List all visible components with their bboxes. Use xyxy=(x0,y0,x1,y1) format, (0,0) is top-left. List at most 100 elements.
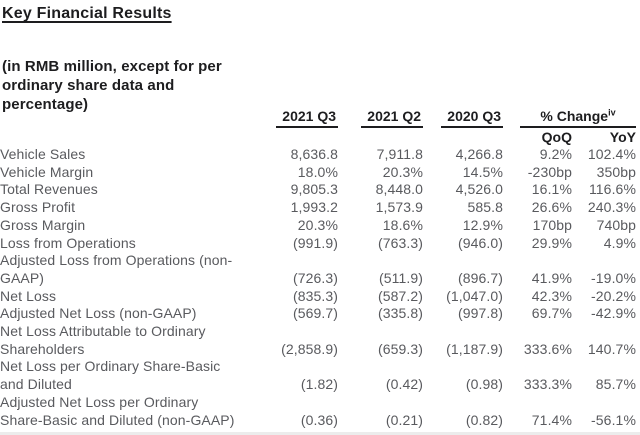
cell-c2: 20.3% xyxy=(382,163,423,180)
bottom-edge-strip xyxy=(0,432,640,435)
header-spacer xyxy=(0,106,268,128)
cell-c3: 585.8 xyxy=(467,199,503,216)
cell-c2: (587.2) xyxy=(377,287,423,304)
row-label: Adjusted Net Loss (non-GAAP) xyxy=(0,305,197,322)
cell-c3: (0.98) xyxy=(465,376,503,393)
row-label: Loss from Operations xyxy=(0,234,136,251)
cell-c1: (569.7) xyxy=(292,305,338,322)
row-label: Vehicle Margin xyxy=(0,163,94,180)
column-header-2020-q3: 2020 Q3 xyxy=(423,106,503,128)
cell-yoy: 740bp xyxy=(596,216,636,233)
cell-c2: (335.8) xyxy=(377,305,423,322)
cell-qoq: 170bp xyxy=(532,216,572,233)
page-title: Key Financial Results xyxy=(2,5,172,22)
cell-c1: 18.0% xyxy=(297,163,338,180)
table-row: Gross Margin 20.3% 18.6% 12.9% 170bp 740bp xyxy=(0,217,636,235)
cell-qoq: 29.9% xyxy=(531,234,572,251)
cell-yoy: -19.0% xyxy=(591,269,636,286)
cell-c1: (2,858.9) xyxy=(281,340,338,357)
cell-yoy: 116.6% xyxy=(588,181,636,198)
cell-qoq: -230bp xyxy=(527,163,572,180)
cell-yoy: 140.7% xyxy=(587,340,636,357)
cell-yoy: -20.2% xyxy=(591,287,636,304)
cell-c3: (1,047.0) xyxy=(446,287,503,304)
column-header-yoy: YoY xyxy=(609,129,636,145)
table-header-row-periods: 2021 Q3 2021 Q2 2020 Q3 % Changeiv xyxy=(0,106,636,128)
cell-c2: 18.6% xyxy=(382,216,423,233)
cell-qoq: 71.4% xyxy=(531,411,572,428)
cell-qoq: 41.9% xyxy=(531,269,572,286)
row-label: Net Loss per Ordinary Share-Basic and Di… xyxy=(0,358,221,393)
header-spacer xyxy=(268,128,338,146)
column-header-2021-q2: 2021 Q2 xyxy=(338,106,423,128)
cell-c1: (0.36) xyxy=(300,411,338,428)
cell-c2: (511.9) xyxy=(378,269,423,286)
cell-qoq: 42.3% xyxy=(531,287,572,304)
table-row: Adjusted Net Loss (non-GAAP) (569.7) (335.… xyxy=(0,305,636,323)
table-header-row-change-basis: QoQ YoY xyxy=(0,128,636,146)
cell-c3: (997.8) xyxy=(457,305,503,322)
cell-c1: (1.82) xyxy=(300,376,338,393)
column-header-2021-q3: 2021 Q3 xyxy=(268,106,338,128)
cell-c3: 4,266.8 xyxy=(455,146,503,162)
row-label: Total Revenues xyxy=(0,181,98,198)
cell-c3: (896.7) xyxy=(457,269,503,286)
column-header-label: 2021 Q2 xyxy=(361,107,423,128)
cell-yoy: 4.9% xyxy=(603,234,636,251)
cell-c3: (1,187.9) xyxy=(446,340,503,357)
cell-c3: 12.9% xyxy=(462,216,503,233)
cell-c2: (0.42) xyxy=(385,376,423,393)
cell-qoq: 333.6% xyxy=(523,340,572,357)
cell-yoy: 102.4% xyxy=(587,146,636,162)
row-label: Gross Margin xyxy=(0,216,86,233)
table-row: Net Loss (835.3) (587.2) (1,047.0) 42.3% -20.… xyxy=(0,288,636,306)
cell-yoy: -42.9% xyxy=(591,305,636,322)
cell-c1: 1,993.2 xyxy=(290,199,338,216)
cell-yoy: 350bp xyxy=(596,163,636,180)
cell-c1: (726.3) xyxy=(292,269,338,286)
row-label: Adjusted Net Loss per Ordinary Share-Bas… xyxy=(0,393,235,428)
table-row: Vehicle Margin 18.0% 20.3% 14.5% -230bp 350bp xyxy=(0,164,636,182)
table-row: Loss from Operations (991.9) (763.3) (946.0… xyxy=(0,235,636,253)
column-header-label: 2020 Q3 xyxy=(441,107,503,128)
cell-c3: (946.0) xyxy=(457,234,503,251)
row-label: Net Loss Attributable to Ordinary Shareh… xyxy=(0,323,206,357)
table-row: Net Loss Attributable to Ordinary Shareh… xyxy=(0,323,636,358)
row-label: Gross Profit xyxy=(0,199,76,216)
table-row: Adjusted Net Loss per Ordinary Share-Bas… xyxy=(0,394,636,429)
cell-c2: (0.21) xyxy=(385,411,423,428)
cell-c3: 4,526.0 xyxy=(455,181,503,198)
cell-c2: 1,573.9 xyxy=(375,199,423,216)
row-label: Net Loss xyxy=(0,287,57,304)
cell-c2: (659.3) xyxy=(377,340,423,357)
cell-qoq: 16.1% xyxy=(531,181,572,198)
cell-c2: (763.3) xyxy=(377,234,423,251)
cell-c1: 9,805.3 xyxy=(290,181,338,198)
cell-c1: 8,636.8 xyxy=(290,146,338,162)
table-row: Net Loss per Ordinary Share-Basic and Di… xyxy=(0,358,636,393)
cell-qoq: 26.6% xyxy=(531,199,572,216)
cell-c3: 14.5% xyxy=(462,163,503,180)
table-row: Gross Profit 1,993.2 1,573.9 585.8 26.6% 240.… xyxy=(0,199,636,217)
row-label: Adjusted Loss from Operations (non- GAAP… xyxy=(0,252,233,286)
header-spacer xyxy=(423,128,503,146)
cell-c3: (0.82) xyxy=(465,411,503,428)
financial-results-table: 2021 Q3 2021 Q2 2020 Q3 % Changeiv QoQ Y… xyxy=(0,106,636,429)
cell-yoy: 85.7% xyxy=(595,376,636,393)
table-body: Vehicle Sales 8,636.8 7,911.8 4,266.8 9.2% 10… xyxy=(0,146,636,429)
table-row: Vehicle Sales 8,636.8 7,911.8 4,266.8 9.2% 10… xyxy=(0,146,636,164)
cell-c1: (991.9) xyxy=(292,234,338,251)
cell-yoy: -56.1% xyxy=(591,411,636,428)
cell-qoq: 333.3% xyxy=(523,376,572,393)
percent-change-label: % Change xyxy=(540,108,609,124)
table-row: Total Revenues 9,805.3 8,448.0 4,526.0 16.1%… xyxy=(0,181,636,199)
percent-change-group: % Changeiv xyxy=(520,107,636,128)
table-units-note: (in RMB million, except for per ordinary… xyxy=(2,58,222,113)
column-header-qoq: QoQ xyxy=(541,129,572,145)
header-spacer xyxy=(0,128,268,146)
header-spacer xyxy=(338,128,423,146)
footnote-reference: iv xyxy=(608,107,616,118)
column-header-percent-change: % Changeiv xyxy=(503,106,636,128)
table-row: Adjusted Loss from Operations (non- GAAP… xyxy=(0,252,636,287)
